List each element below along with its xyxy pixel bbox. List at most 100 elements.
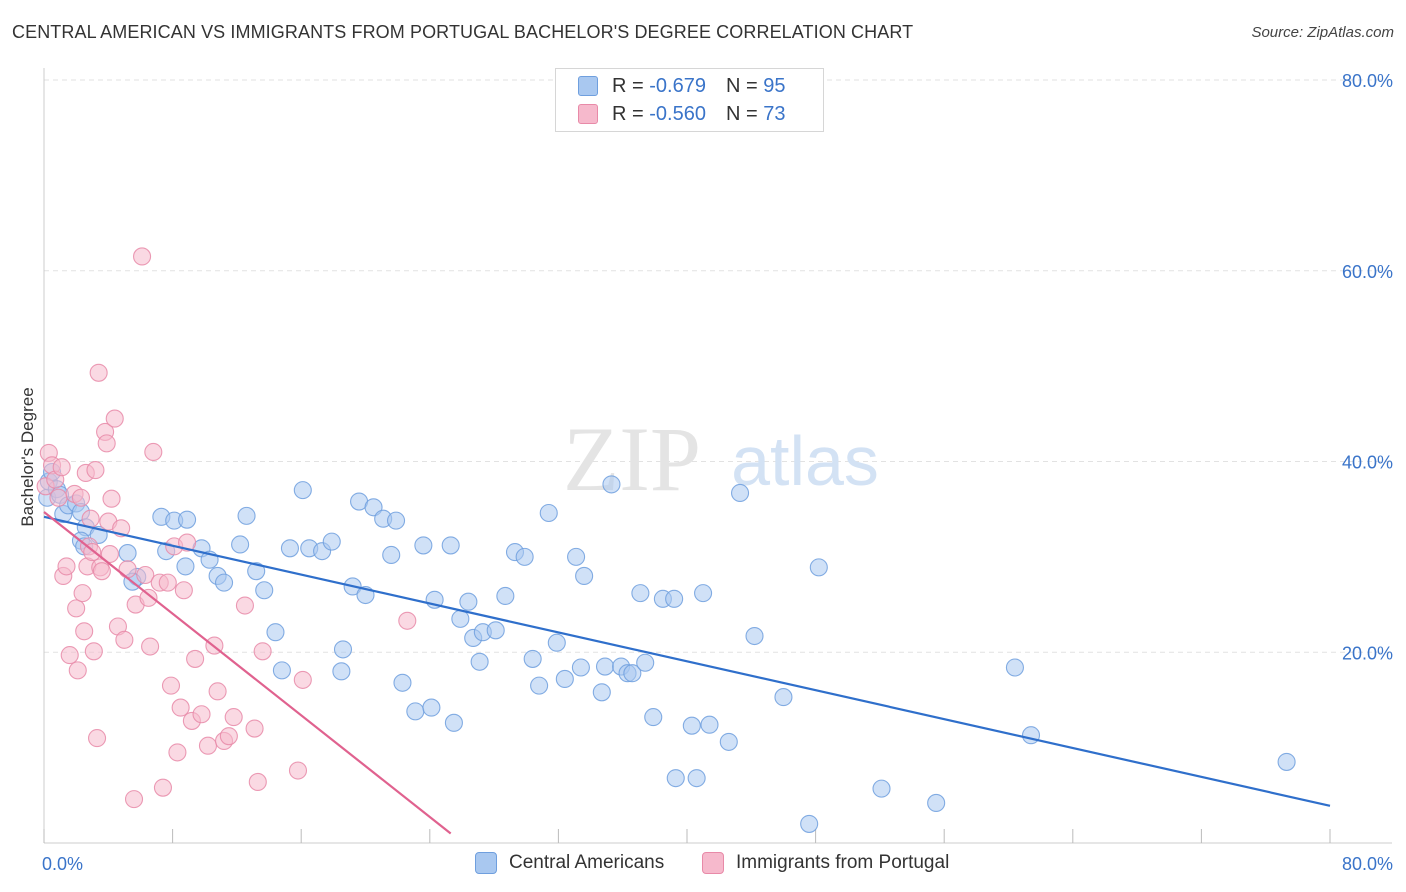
- legend-swatch-pink: [702, 852, 724, 874]
- chart-title: CENTRAL AMERICAN VS IMMIGRANTS FROM PORT…: [12, 22, 914, 42]
- y-axis-label: Bachelor's Degree: [18, 387, 37, 527]
- x-tick-label-1: 80.0%: [1342, 854, 1393, 874]
- immigrants-portugal-point-51: [178, 533, 197, 552]
- legend-swatch-blue: [578, 76, 598, 96]
- central-americans-point-66: [567, 547, 586, 566]
- central-americans-point-93: [1005, 658, 1024, 677]
- central-americans-point-43: [382, 545, 401, 565]
- central-americans-point-89: [800, 814, 819, 833]
- central-americans-point-26: [237, 506, 256, 525]
- n-value: 73: [763, 102, 786, 125]
- central-americans-point-81: [682, 716, 701, 735]
- immigrants-portugal-point-42: [144, 442, 163, 462]
- immigrants-portugal-point-5: [52, 458, 71, 477]
- immigrants-portugal-point-55: [198, 736, 218, 755]
- immigrants-portugal-point-18: [81, 509, 100, 528]
- immigrants-portugal-point-23: [89, 363, 108, 382]
- central-americans-point-37: [333, 640, 353, 659]
- central-americans-point-46: [406, 702, 425, 721]
- central-americans-point-68: [575, 566, 594, 586]
- central-americans-point-13: [118, 544, 137, 563]
- legend-label: Immigrants from Portugal: [736, 852, 950, 873]
- central-americans-point-18: [178, 510, 197, 529]
- central-americans-point-35: [322, 532, 341, 551]
- central-americans-point-64: [547, 633, 566, 652]
- central-americans-point-58: [496, 586, 515, 606]
- central-americans-point-84: [700, 715, 719, 734]
- immigrants-portugal-point-38: [133, 247, 152, 266]
- central-americans-point-20: [176, 557, 195, 576]
- central-americans-point-51: [444, 713, 463, 732]
- central-americans-point-70: [595, 657, 615, 676]
- central-americans-point-52: [451, 609, 470, 628]
- central-americans-point-79: [665, 589, 684, 608]
- immigrants-portugal-point-50: [174, 581, 193, 600]
- immigrants-portugal-point-34: [115, 630, 134, 649]
- stats-row-central-americans: R = -0.679 N = 95: [578, 73, 785, 99]
- immigrants-portugal-point-14: [75, 622, 94, 641]
- immigrants-portugal-point-21: [86, 461, 105, 480]
- y-tick-label-1: 40.0%: [1342, 453, 1393, 473]
- legend-item-immigrants-portugal[interactable]: Immigrants from Portugal: [702, 852, 949, 874]
- r-value: -0.679: [649, 74, 706, 97]
- tick-labels: 20.0% 40.0% 60.0% 80.0% 0.0% 80.0%: [42, 71, 1393, 874]
- central-americans-point-90: [809, 558, 828, 577]
- central-americans-point-95: [1277, 752, 1296, 771]
- central-americans-point-85: [719, 732, 738, 751]
- central-americans-point-63: [539, 503, 558, 523]
- trend-lines: [43, 511, 1331, 835]
- immigrants-portugal-point-64: [253, 642, 272, 661]
- immigrants-portugal-point-29: [100, 544, 119, 564]
- y-tick-label-2: 60.0%: [1342, 262, 1393, 282]
- central-americans-point-28: [255, 581, 274, 600]
- legend-item-central-americans[interactable]: Central Americans: [475, 852, 664, 874]
- immigrants-portugal-point-45: [158, 573, 177, 592]
- immigrants-portugal-point-59: [219, 727, 238, 746]
- central-americans-point-71: [602, 475, 621, 494]
- central-americans-point-50: [441, 536, 460, 555]
- watermark-zip: ZIP: [563, 408, 701, 510]
- immigrants-portugal-point-62: [245, 719, 264, 738]
- immigrants-portugal-point-65: [288, 761, 308, 780]
- central-americans-point-47: [414, 536, 433, 555]
- central-americans-point-75: [631, 584, 650, 603]
- immigrants-portugal-point-61: [235, 596, 254, 615]
- legend-swatch-pink: [578, 104, 598, 124]
- r-label: R =: [612, 102, 650, 125]
- immigrants-portugal-point-36: [124, 790, 144, 809]
- central-americans-point-27: [247, 562, 266, 581]
- central-americans-point-29: [266, 623, 285, 642]
- immigrants-portugal-point-39: [136, 565, 155, 585]
- y-tick-label-0: 20.0%: [1342, 643, 1393, 663]
- n-label: N =: [725, 102, 764, 125]
- immigrants-portugal-point-57: [208, 682, 227, 701]
- central-americans-point-88: [774, 688, 793, 707]
- immigrants-portugal-point-35: [118, 560, 137, 579]
- n-value: 95: [763, 74, 786, 97]
- immigrants-portugal-point-20: [84, 642, 103, 661]
- central-americans-point-69: [592, 683, 611, 702]
- immigrants-portugal-point-22: [87, 729, 107, 748]
- immigrants-portugal-point-54: [192, 705, 211, 724]
- central-americans-point-94: [1021, 726, 1041, 745]
- trend-line-immigrants-portugal: [43, 511, 452, 835]
- immigrants-portugal-point-31: [105, 409, 124, 428]
- grid-lines: [44, 79, 1392, 653]
- central-americans-point-87: [745, 626, 764, 646]
- stats-row-immigrants-portugal: R = -0.560 N = 73: [578, 101, 785, 127]
- central-americans-point-32: [293, 481, 312, 500]
- watermark-atlas: atlas: [731, 422, 879, 500]
- central-americans-point-86: [730, 483, 750, 503]
- central-americans-point-62: [530, 676, 549, 695]
- central-americans-point-60: [515, 547, 534, 566]
- immigrants-portugal-point-40: [139, 588, 158, 607]
- immigrants-portugal-point-48: [168, 743, 187, 762]
- x-tick-label-0: 0.0%: [42, 854, 83, 874]
- immigrants-portugal-point-66: [293, 670, 312, 689]
- immigrants-portugal-point-46: [161, 676, 181, 695]
- immigrants-portugal-point-7: [57, 557, 76, 576]
- central-americans-point-92: [927, 793, 946, 812]
- central-americans-point-53: [459, 592, 478, 611]
- watermark: ZIP atlas: [563, 408, 879, 510]
- immigrants-portugal-point-11: [68, 661, 87, 680]
